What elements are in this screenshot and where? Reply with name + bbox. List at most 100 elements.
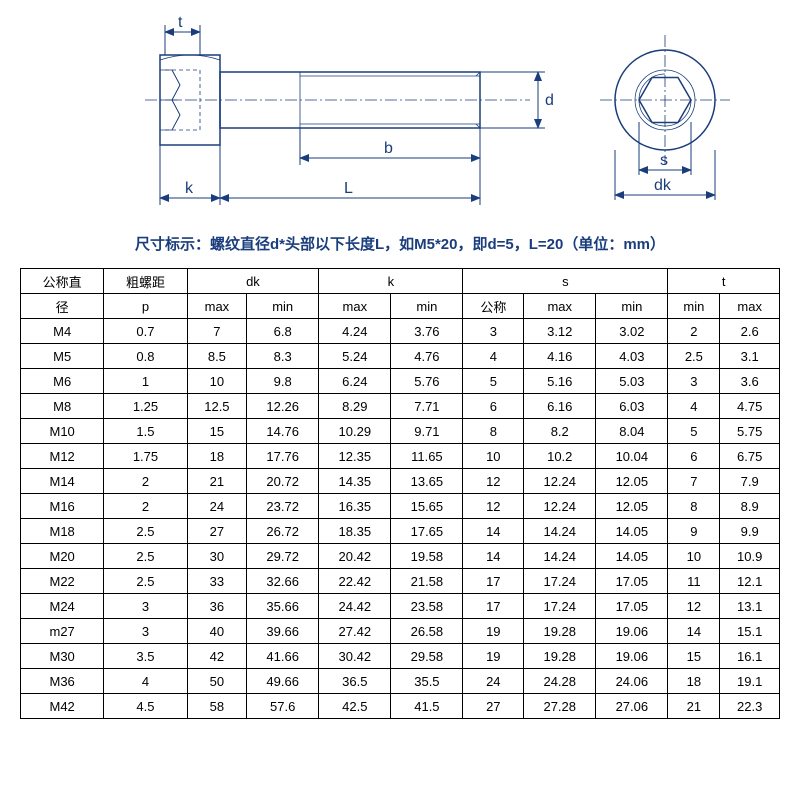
table-cell: 15.1 — [720, 619, 780, 644]
table-cell: 10.9 — [720, 544, 780, 569]
table-cell: 10.04 — [596, 444, 668, 469]
table-cell: 22.3 — [720, 694, 780, 719]
table-row: M3645049.6636.535.52424.2824.061819.1 — [21, 669, 780, 694]
table-cell: 21.58 — [391, 569, 463, 594]
table-cell: 4 — [463, 344, 524, 369]
table-cell: 12.5 — [187, 394, 247, 419]
table-cell: 8.5 — [187, 344, 247, 369]
table-cell: 32.66 — [247, 569, 319, 594]
dim-s: s — [660, 152, 668, 169]
table-row: M1622423.7216.3515.651212.2412.0588.9 — [21, 494, 780, 519]
table-cell: 12.05 — [596, 469, 668, 494]
table-cell: 15 — [668, 644, 720, 669]
table-cell: 27.42 — [319, 619, 391, 644]
table-cell: 35.5 — [391, 669, 463, 694]
table-cell: 17.24 — [524, 594, 596, 619]
table-cell: 9.9 — [720, 519, 780, 544]
table-cell: 23.72 — [247, 494, 319, 519]
table-cell: 41.5 — [391, 694, 463, 719]
table-row: M101.51514.7610.299.7188.28.0455.75 — [21, 419, 780, 444]
col-subheader: max — [720, 294, 780, 319]
table-cell: M36 — [21, 669, 104, 694]
table-body: M40.776.84.243.7633.123.0222.6M50.88.58.… — [21, 319, 780, 719]
col-header: k — [319, 269, 463, 294]
technical-drawing: t d b k L s dk — [0, 0, 800, 225]
spec-table: 公称直粗螺距dkkst 径pmaxminmaxmin公称maxminminmax… — [20, 268, 780, 719]
table-cell: 3.02 — [596, 319, 668, 344]
table-cell: 12.1 — [720, 569, 780, 594]
table-row: M424.55857.642.541.52727.2827.062122.3 — [21, 694, 780, 719]
dim-d: d — [545, 92, 554, 109]
table-cell: M5 — [21, 344, 104, 369]
table-row: M1422120.7214.3513.651212.2412.0577.9 — [21, 469, 780, 494]
table-cell: 2.5 — [104, 569, 187, 594]
table-cell: M12 — [21, 444, 104, 469]
table-cell: M8 — [21, 394, 104, 419]
table-cell: 57.6 — [247, 694, 319, 719]
table-cell: 14.24 — [524, 544, 596, 569]
table-cell: 24.42 — [319, 594, 391, 619]
table-cell: M4 — [21, 319, 104, 344]
table-cell: 4.16 — [524, 344, 596, 369]
table-cell: 2 — [104, 469, 187, 494]
table-cell: 8 — [668, 494, 720, 519]
col-subheader: max — [524, 294, 596, 319]
table-cell: 17 — [463, 594, 524, 619]
table-cell: 12.24 — [524, 494, 596, 519]
table-cell: M20 — [21, 544, 104, 569]
table-cell: 17.24 — [524, 569, 596, 594]
table-cell: 10.2 — [524, 444, 596, 469]
col-subheader: min — [668, 294, 720, 319]
table-cell: 5 — [463, 369, 524, 394]
table-cell: 6.8 — [247, 319, 319, 344]
table-cell: 26.58 — [391, 619, 463, 644]
table-row: m2734039.6627.4226.581919.2819.061415.1 — [21, 619, 780, 644]
table-cell: 29.58 — [391, 644, 463, 669]
table-cell: 5.16 — [524, 369, 596, 394]
col-subheader: p — [104, 294, 187, 319]
table-cell: M6 — [21, 369, 104, 394]
col-subheader: min — [596, 294, 668, 319]
table-cell: 13.65 — [391, 469, 463, 494]
table-cell: 8.29 — [319, 394, 391, 419]
table-cell: 3.1 — [720, 344, 780, 369]
table-cell: 18 — [668, 669, 720, 694]
table-cell: 12 — [463, 469, 524, 494]
table-cell: 36.5 — [319, 669, 391, 694]
col-subheader: max — [319, 294, 391, 319]
table-cell: M16 — [21, 494, 104, 519]
table-cell: 24 — [463, 669, 524, 694]
table-cell: 19.58 — [391, 544, 463, 569]
table-cell: 27 — [187, 519, 247, 544]
table-cell: M22 — [21, 569, 104, 594]
table-cell: 30 — [187, 544, 247, 569]
col-header: s — [463, 269, 668, 294]
table-cell: 11.65 — [391, 444, 463, 469]
table-cell: 6.03 — [596, 394, 668, 419]
table-cell: 27.28 — [524, 694, 596, 719]
table-row: M202.53029.7220.4219.581414.2414.051010.… — [21, 544, 780, 569]
caption-text: 尺寸标示：螺纹直径d*头部以下长度L，如M5*20，即d=5，L=20（单位：m… — [0, 233, 800, 254]
table-cell: 17.05 — [596, 594, 668, 619]
table-cell: 41.66 — [247, 644, 319, 669]
table-cell: 1.75 — [104, 444, 187, 469]
table-cell: 42 — [187, 644, 247, 669]
table-cell: 27.06 — [596, 694, 668, 719]
table-cell: M10 — [21, 419, 104, 444]
table-cell: 23.58 — [391, 594, 463, 619]
table-cell: 3 — [104, 619, 187, 644]
table-header: 公称直粗螺距dkkst 径pmaxminmaxmin公称maxminminmax — [21, 269, 780, 319]
table-cell: 6.16 — [524, 394, 596, 419]
table-cell: 9.71 — [391, 419, 463, 444]
table-cell: 12 — [668, 594, 720, 619]
table-cell: 24.06 — [596, 669, 668, 694]
table-cell: 22.42 — [319, 569, 391, 594]
table-cell: 30.42 — [319, 644, 391, 669]
table-cell: 16.1 — [720, 644, 780, 669]
table-cell: 15 — [187, 419, 247, 444]
table-cell: M14 — [21, 469, 104, 494]
table-cell: 11 — [668, 569, 720, 594]
col-subheader: min — [247, 294, 319, 319]
table-cell: 2.5 — [104, 519, 187, 544]
table-cell: 17.65 — [391, 519, 463, 544]
